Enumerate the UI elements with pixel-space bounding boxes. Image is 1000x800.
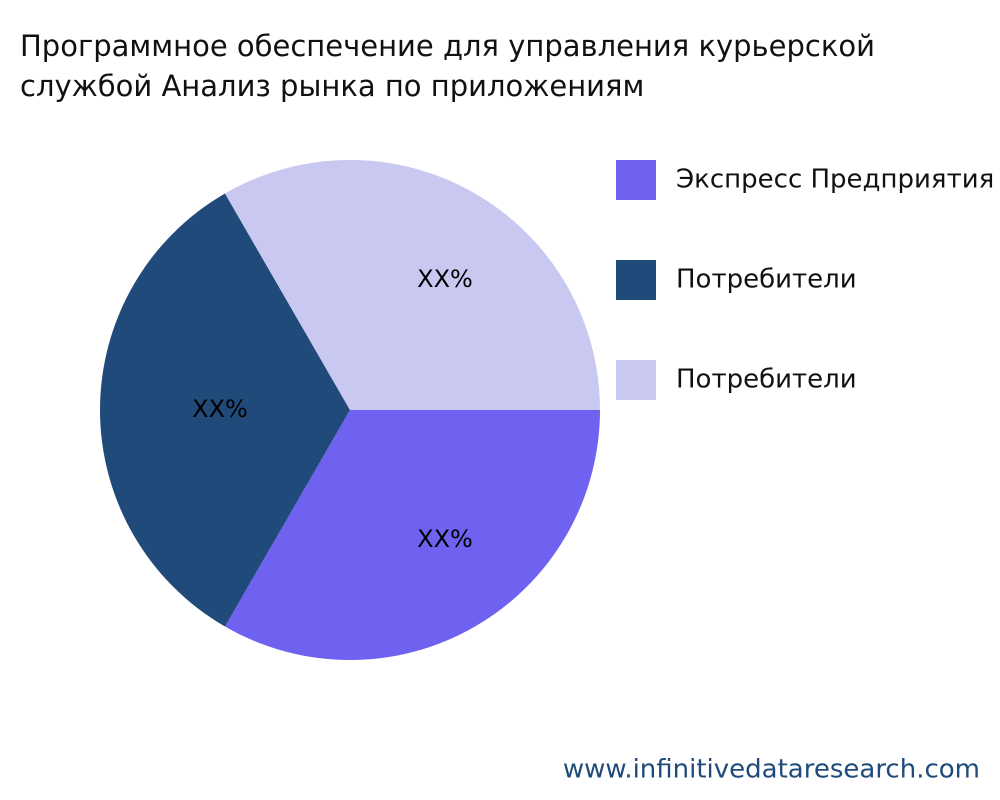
legend-label: Экспресс Предприятия	[676, 165, 994, 195]
pie-slice	[225, 160, 600, 410]
legend-swatch	[616, 160, 656, 200]
legend-label: Потребители	[676, 265, 857, 295]
legend-swatch	[616, 360, 656, 400]
pie-slice	[225, 410, 600, 660]
legend-swatch	[616, 260, 656, 300]
legend-label: Потребители	[676, 365, 857, 395]
value-label: XX%	[192, 395, 248, 423]
chart-title: службой Анализ рынка по приложениям	[20, 69, 644, 103]
value-label: XX%	[417, 265, 473, 293]
footer: www.infinitivedataresearch.com	[563, 755, 980, 785]
value-label: XX%	[417, 525, 473, 553]
chart-title: Программное обеспечение для управления к…	[20, 29, 875, 63]
